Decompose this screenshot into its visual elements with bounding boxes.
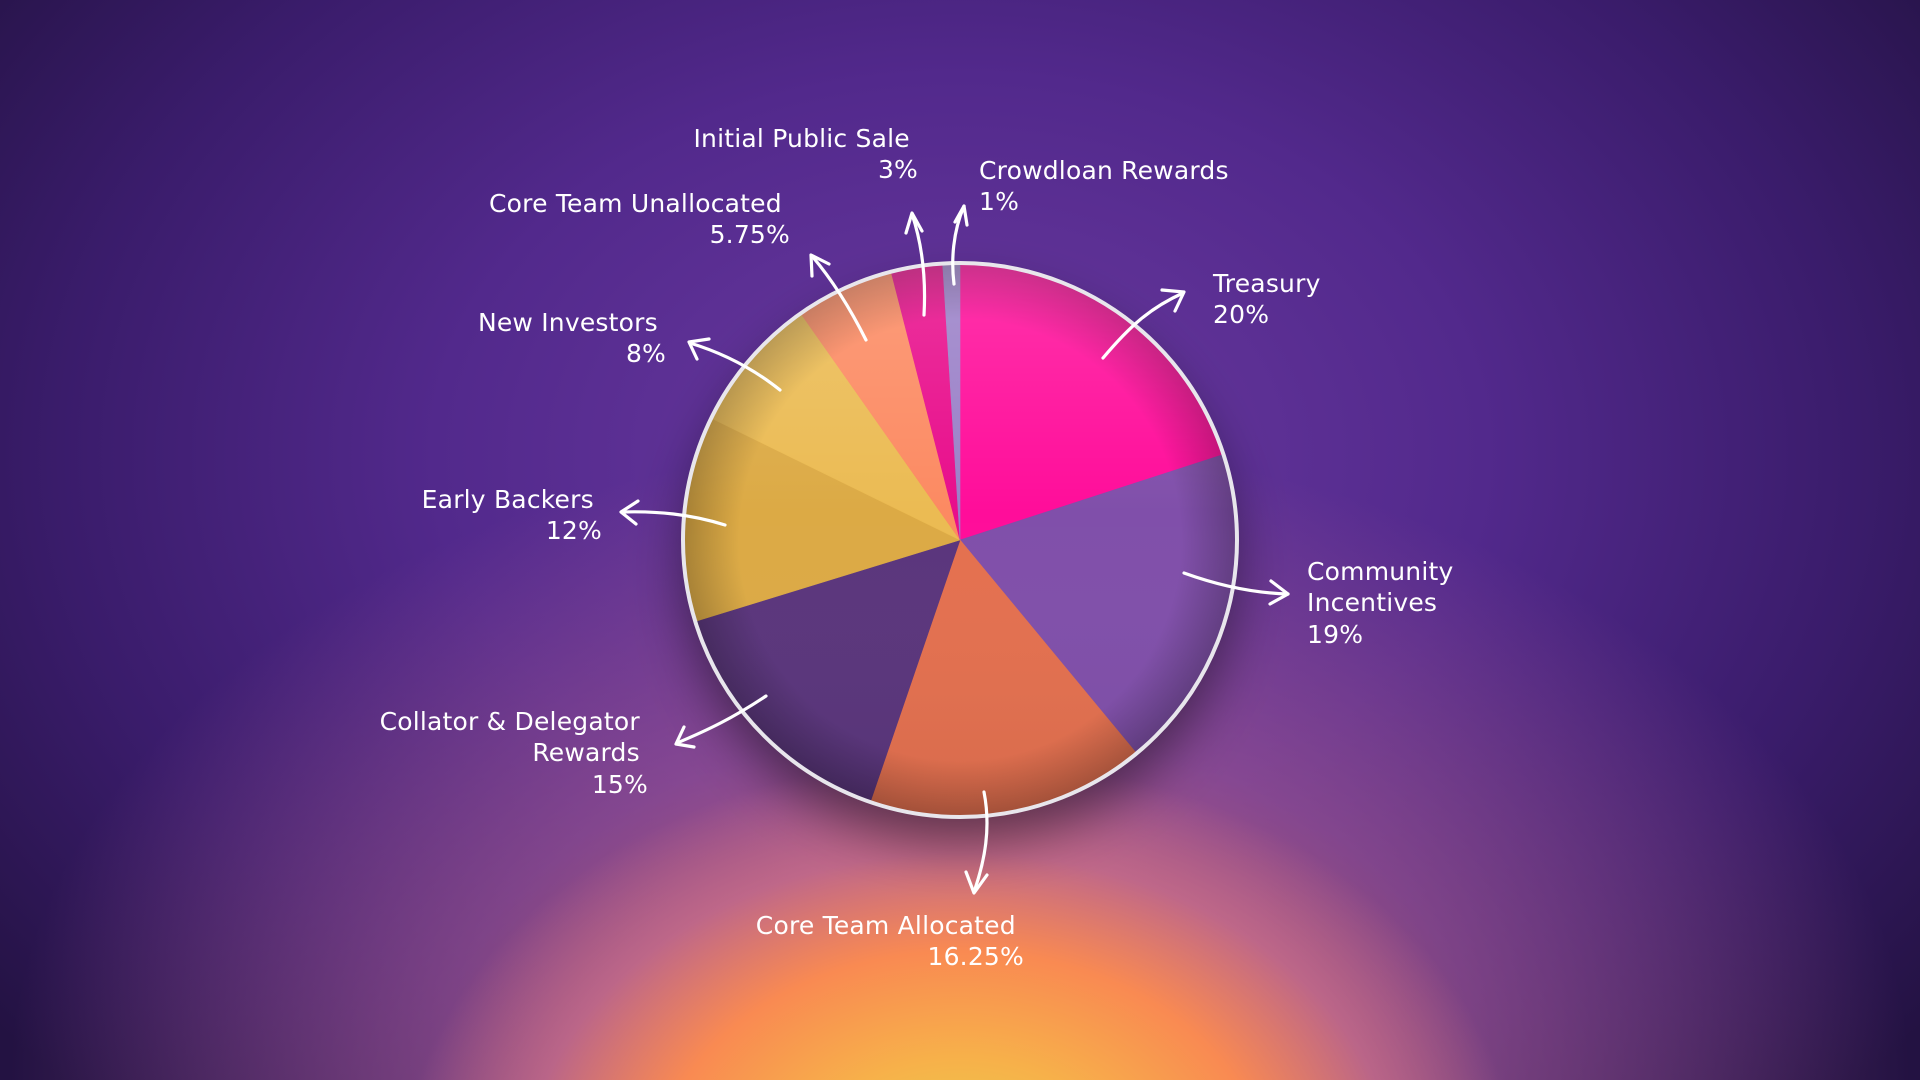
arrow-core-team-allocated [972, 790, 989, 894]
label-community-incentives: Community Incentives 19% [1307, 557, 1462, 649]
arrow-treasury [1101, 291, 1185, 360]
label-community-incentives-line-2: Incentives [1307, 588, 1437, 617]
pie-gloss [684, 264, 1236, 816]
arrow-head-treasury [1160, 288, 1186, 313]
label-collator-delegator-value: 15% [592, 770, 648, 799]
label-core-team-allocated-line-1: Core Team Allocated [756, 911, 1016, 940]
pie-rim [681, 261, 1239, 819]
arrow-head-core-team-unallocated [809, 253, 831, 278]
label-early-backers: Early Backers 12% [422, 485, 602, 545]
arrow-head-community-incentives [1268, 579, 1290, 606]
label-initial-public-sale: Initial Public Sale 3% [693, 124, 918, 184]
arrow-new-investors [688, 341, 782, 392]
arrow-community-incentives [1182, 571, 1290, 596]
label-core-team-unallocated-value: 5.75% [710, 220, 790, 249]
label-collator-delegator-line-2: Rewards [532, 738, 640, 767]
label-core-team-allocated-value: 16.25% [927, 942, 1024, 971]
label-core-team-allocated: Core Team Allocated 16.25% [756, 911, 1024, 971]
callout-arrows [619, 204, 1290, 895]
arrow-head-crowdloan-rewards [953, 204, 969, 227]
label-treasury: Treasury 20% [1212, 269, 1329, 329]
arrow-early-backers [620, 510, 727, 527]
label-early-backers-line-1: Early Backers [422, 485, 594, 514]
label-collator-delegator: Collator & Delegator Rewards 15% [380, 707, 648, 799]
arrow-head-new-investors [687, 337, 711, 361]
label-core-team-unallocated-line-1: Core Team Unallocated [489, 189, 782, 218]
arrow-initial-public-sale [910, 212, 927, 317]
label-new-investors-line-1: New Investors [478, 308, 658, 337]
arrow-head-early-backers [619, 499, 640, 526]
label-treasury-line-1: Treasury [1212, 269, 1321, 298]
arrow-head-initial-public-sale [904, 211, 924, 235]
arrow-core-team-unallocated [810, 254, 868, 342]
slice-labels: Treasury 20% Community Incentives 19% Co… [380, 124, 1462, 971]
arrow-head-core-team-allocated [964, 870, 989, 895]
label-initial-public-sale-line-1: Initial Public Sale [693, 124, 909, 153]
label-initial-public-sale-value: 3% [878, 155, 918, 184]
arrow-collator-delegator [675, 694, 768, 745]
label-crowdloan-rewards-line-1: Crowdloan Rewards [979, 156, 1229, 185]
label-new-investors: New Investors 8% [478, 308, 666, 368]
label-crowdloan-rewards: Crowdloan Rewards 1% [979, 156, 1237, 216]
label-core-team-unallocated: Core Team Unallocated 5.75% [489, 189, 790, 249]
label-treasury-value: 20% [1213, 300, 1269, 329]
label-new-investors-value: 8% [626, 339, 666, 368]
label-early-backers-value: 12% [546, 516, 602, 545]
label-community-incentives-line-1: Community [1307, 557, 1454, 586]
label-community-incentives-value: 19% [1307, 620, 1363, 649]
label-crowdloan-rewards-value: 1% [979, 187, 1019, 216]
arrow-head-collator-delegator [674, 725, 696, 749]
label-collator-delegator-line-1: Collator & Delegator [380, 707, 641, 736]
